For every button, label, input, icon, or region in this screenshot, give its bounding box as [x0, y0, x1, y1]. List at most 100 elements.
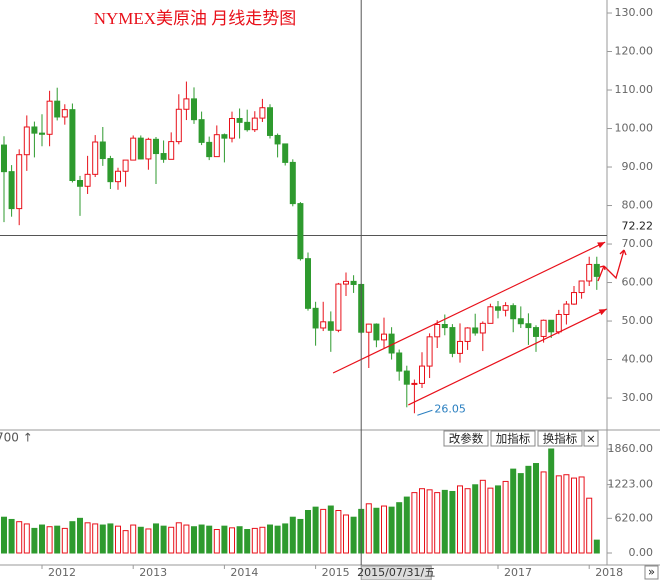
volume-bar	[206, 525, 213, 554]
volume-bar	[137, 526, 144, 554]
candle-body	[229, 118, 235, 139]
volume-header: 700 ↑	[0, 431, 33, 445]
volume-bar	[510, 468, 517, 554]
x-tick-label: 2015	[322, 566, 350, 579]
candle-body	[517, 318, 524, 325]
volume-bar	[229, 527, 235, 554]
volume-bar	[153, 523, 159, 554]
volume-bar	[343, 514, 349, 554]
scroll-button-label[interactable]: »	[648, 565, 655, 579]
candle-body	[441, 324, 448, 329]
trend-line	[332, 241, 606, 374]
volume-bar	[350, 516, 357, 554]
candle-body	[320, 321, 327, 329]
candle-body	[153, 138, 159, 155]
candle-body	[449, 327, 456, 354]
scroll-button[interactable]	[644, 565, 659, 580]
candle-body	[236, 118, 243, 123]
y-tick-label: 130.00	[615, 6, 654, 19]
candle-body	[160, 153, 167, 160]
candle-body	[479, 322, 486, 334]
candle-body	[555, 313, 562, 333]
candle-body	[46, 100, 53, 135]
volume-bar	[434, 492, 441, 554]
candle-body	[396, 352, 403, 372]
volume-bar	[327, 505, 334, 554]
volume-bar	[479, 479, 486, 554]
panel-button-label[interactable]: 改参数	[449, 432, 484, 446]
candle-body	[502, 305, 509, 311]
trend-arrowhead	[597, 242, 606, 249]
candle-body	[335, 283, 342, 331]
last-price-box	[608, 218, 658, 234]
x-tick-label: 2018	[595, 566, 623, 579]
panel-button[interactable]	[443, 430, 489, 447]
chart-title: NYMEX美原油 月线走势图	[94, 9, 297, 28]
panel-button[interactable]	[537, 430, 583, 447]
y-tick-label: 100.00	[615, 122, 654, 135]
candle-body	[365, 323, 372, 333]
panel-button[interactable]	[490, 430, 536, 447]
candle-body	[1, 144, 7, 173]
volume-bar	[411, 492, 418, 554]
candle-body	[510, 305, 517, 320]
candle-body	[244, 121, 251, 131]
candle-body	[403, 370, 410, 385]
volume-bar	[502, 480, 509, 554]
volume-bar	[198, 524, 205, 554]
x-tick-label: 2012	[48, 566, 76, 579]
candle-body	[137, 137, 144, 160]
candle-body	[571, 292, 577, 305]
candle-body	[69, 109, 76, 182]
candle-body	[198, 119, 205, 143]
y-tick-label: 40.00	[622, 353, 654, 366]
volume-bar	[213, 529, 220, 554]
volume-bar	[457, 485, 463, 554]
volume-bar	[540, 471, 547, 554]
volume-bar	[578, 476, 585, 554]
y-tick-label: 80.00	[622, 199, 654, 212]
candle-body	[434, 324, 441, 338]
y-tick-label: 110.00	[615, 83, 654, 96]
volume-bar	[403, 496, 410, 554]
volume-bar	[251, 527, 258, 554]
panel-button-label[interactable]: 换指标	[543, 432, 578, 446]
volume-bar	[1, 516, 7, 554]
volume-bar	[23, 523, 30, 554]
panel-button[interactable]	[583, 430, 599, 447]
candle-body	[411, 382, 418, 385]
volume-bar	[54, 525, 61, 554]
candle-body	[381, 333, 387, 341]
panel-button-label[interactable]: 加指标	[496, 432, 531, 446]
candle-body	[115, 170, 121, 183]
volume-bar	[168, 526, 175, 554]
candle-body	[457, 340, 463, 354]
volume-bar	[586, 497, 593, 554]
panel-button-label[interactable]: ×	[586, 432, 596, 446]
candle-body	[16, 154, 23, 210]
y-tick-label: 120.00	[615, 45, 654, 58]
candle-body	[312, 307, 319, 329]
candle-body	[297, 203, 304, 260]
volume-bar	[555, 475, 562, 554]
volume-bar	[84, 522, 91, 554]
crosshair-label-box	[360, 565, 432, 580]
volume-bar	[92, 523, 99, 554]
volume-bar	[388, 506, 395, 554]
volume-bar	[464, 488, 471, 554]
volume-bar	[449, 490, 456, 554]
y-tick-label: 30.00	[622, 391, 654, 404]
candle-body	[274, 134, 281, 145]
candle-body	[168, 141, 175, 160]
volume-bar	[236, 526, 243, 554]
candle-body	[61, 109, 68, 118]
volume-bar	[39, 524, 45, 554]
volume-bar	[175, 522, 182, 554]
candle-body	[267, 107, 273, 136]
candle-body	[84, 173, 91, 187]
volume-bar	[77, 517, 83, 554]
volume-bar	[320, 508, 327, 554]
volume-bar	[593, 539, 600, 554]
candle-body	[31, 126, 38, 134]
volume-bar	[426, 489, 433, 554]
